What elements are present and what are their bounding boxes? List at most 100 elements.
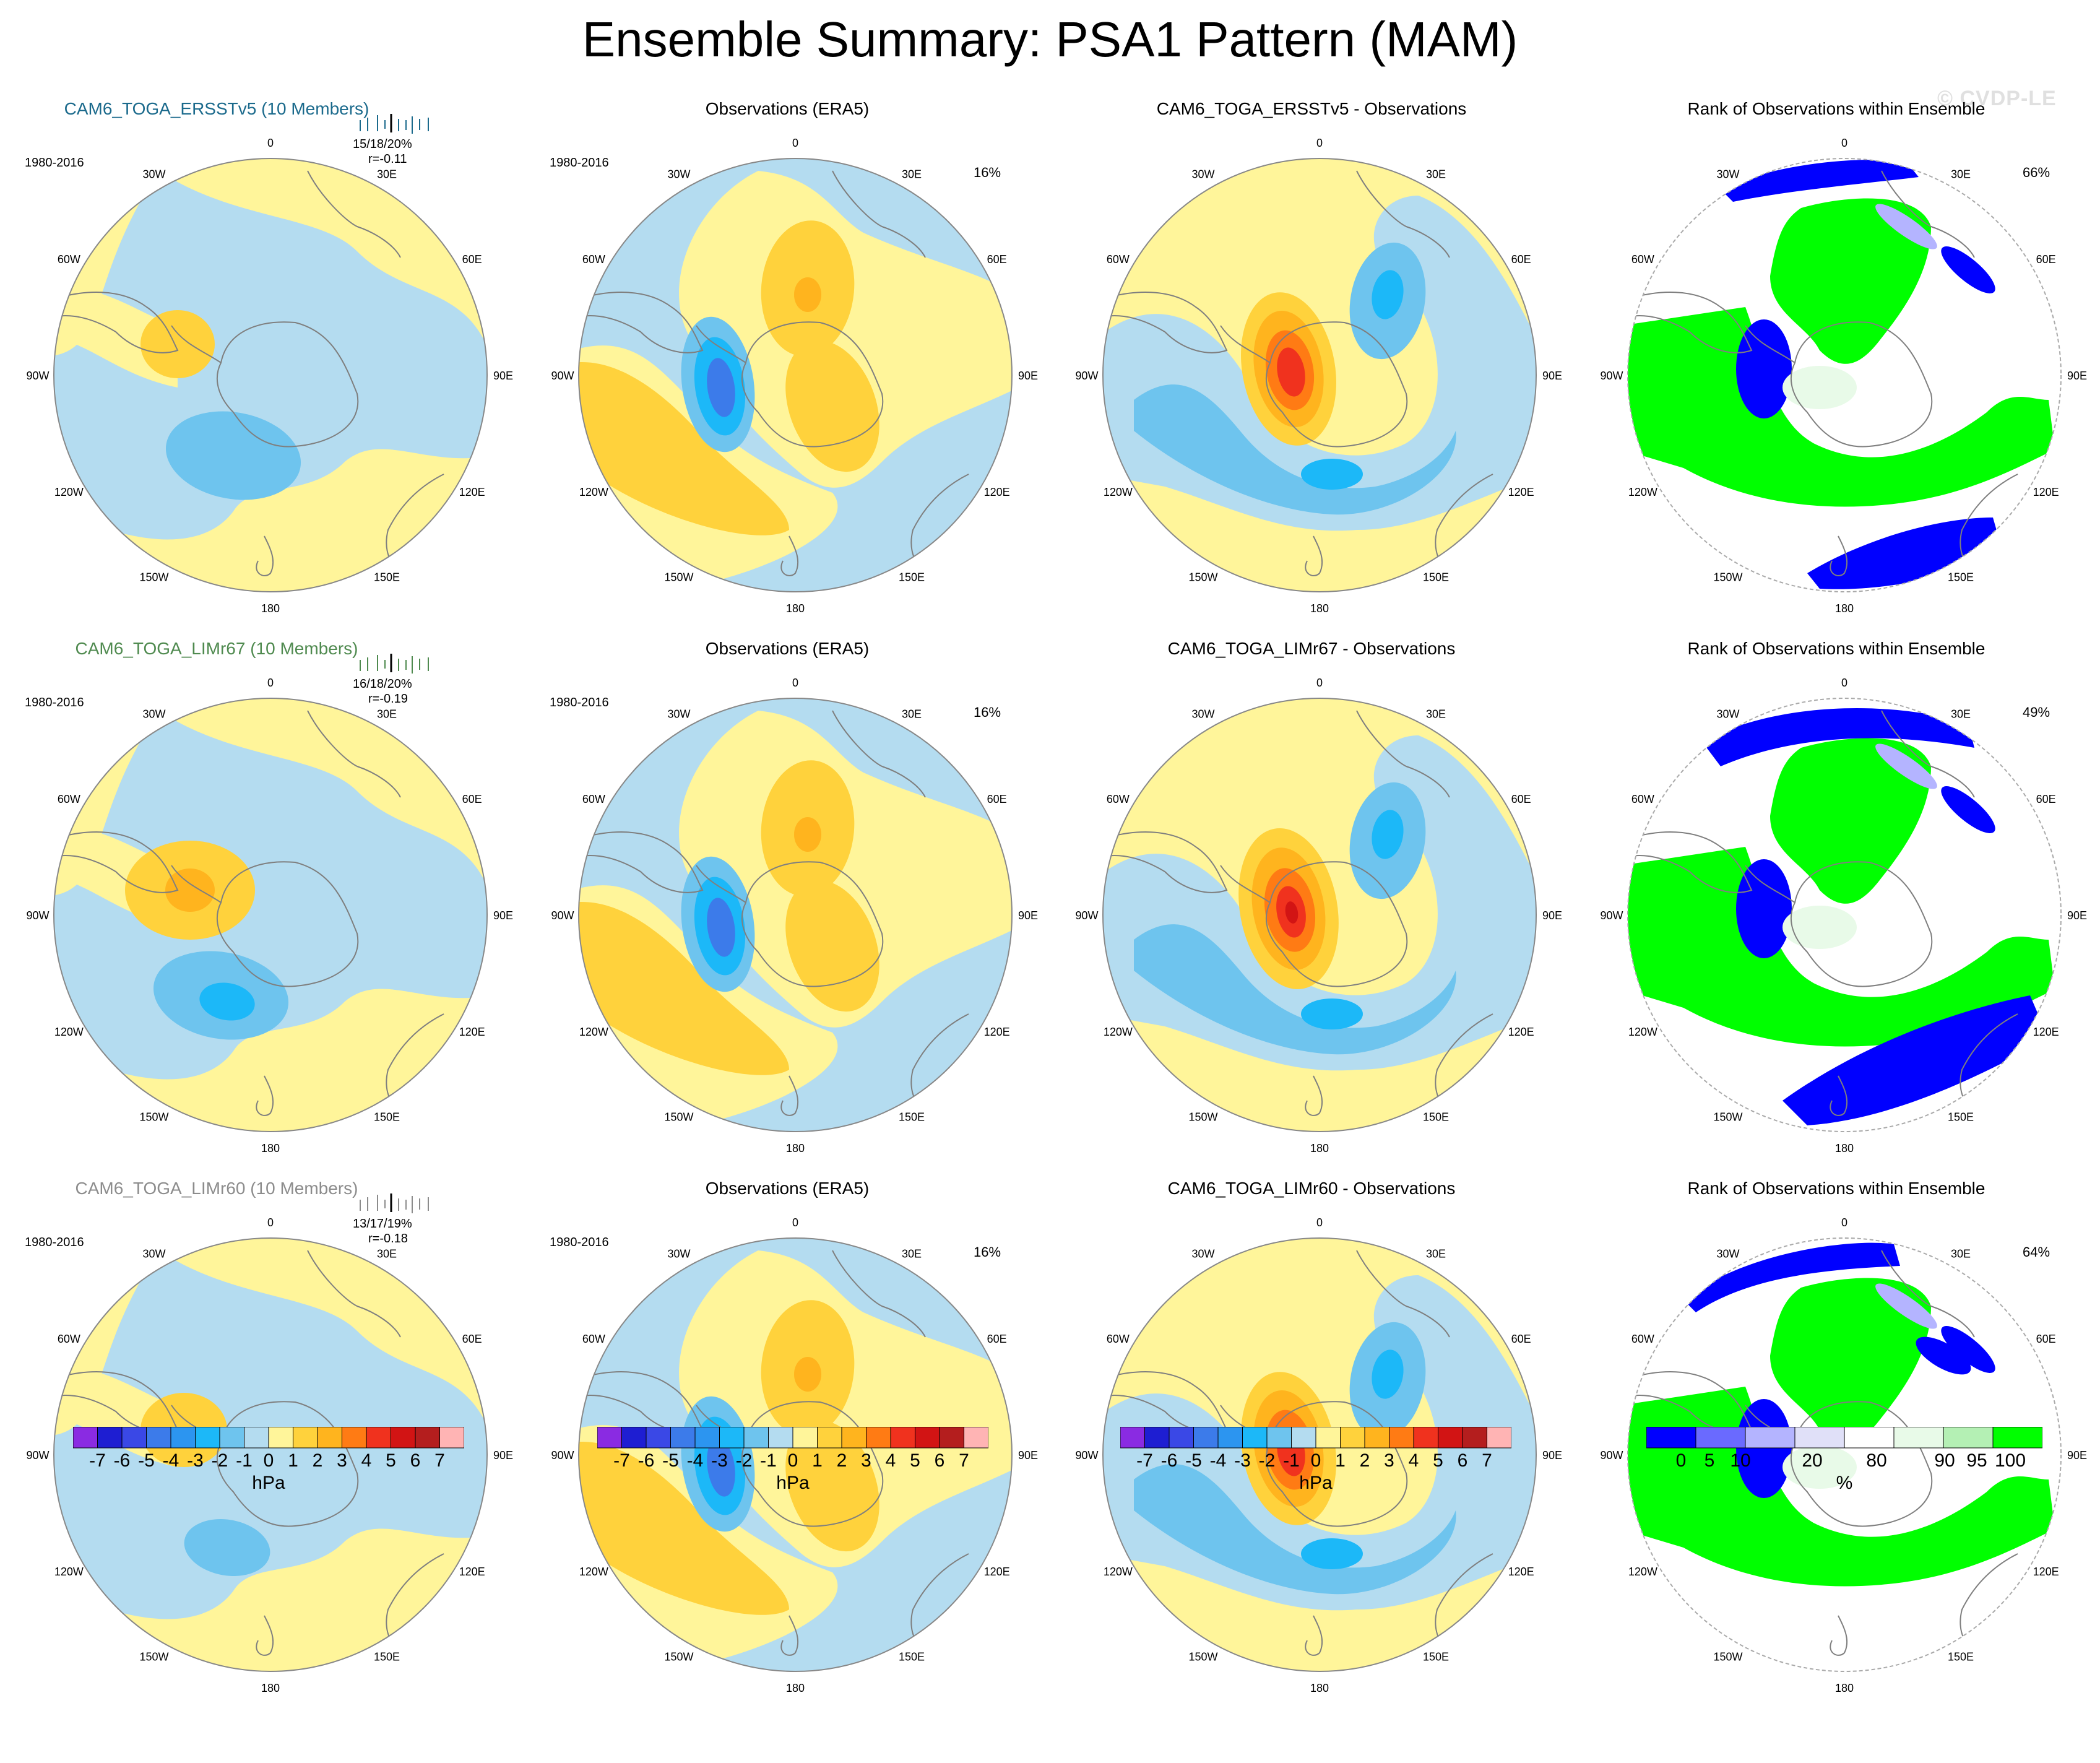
lon-label: 150W: [139, 1651, 168, 1663]
colorbar-box: [1315, 1426, 1341, 1449]
rank-green-arc: [1628, 307, 2055, 507]
lon-label: 120W: [579, 486, 608, 498]
lon-label: 90E: [493, 370, 513, 382]
lon-label: 60W: [582, 793, 605, 805]
colorbar-label: 7: [959, 1450, 969, 1471]
lon-label: 0: [1316, 1216, 1323, 1229]
lon-label: 180: [1835, 1142, 1854, 1154]
colorbar-box: [939, 1426, 964, 1449]
colorbar-label: -2: [211, 1450, 228, 1471]
colorbar-label: 95: [1966, 1450, 1987, 1471]
positive-center-indian: [785, 340, 879, 472]
lon-label: 30W: [1191, 168, 1214, 180]
lon-label: 120E: [459, 1566, 485, 1578]
colorbar-box: [415, 1426, 440, 1449]
colorbar-box: [890, 1426, 915, 1449]
south-america-coast: [1628, 292, 1753, 353]
lon-label: 150W: [1188, 571, 1217, 584]
map-border: [53, 698, 488, 1132]
lon-label: 150W: [664, 1651, 693, 1663]
colorbar-label: 5: [1704, 1450, 1715, 1471]
positive-core-atlantic: [794, 277, 821, 312]
rank-map: 0 30E 60E 90E 120E 150E 180 150W 120W 90W 60W 30W: [1600, 1216, 2087, 1694]
map-border: [1627, 1237, 2062, 1672]
lon-label: 60W: [1631, 253, 1654, 266]
new-zealand-coast: [780, 1075, 799, 1116]
colorbar-box: [817, 1426, 842, 1449]
model-panel-2: 0 30E 60E 90E 120E 150E 180 150W 120W 90W 60W 30W CA…: [0, 639, 525, 1177]
colorbar-box: [1462, 1426, 1487, 1449]
positive-center-pacific: [579, 902, 789, 1075]
south-america-coast: [1628, 831, 1753, 893]
obs-title: Observations (ERA5): [705, 639, 870, 658]
colorbar-label: -7: [613, 1450, 630, 1471]
colorbar-box: [964, 1426, 989, 1449]
africa-coast: [1356, 170, 1450, 258]
colorbar-label: 0: [1675, 1450, 1687, 1471]
lon-label: 180: [1310, 602, 1329, 615]
correlation: r=-0.18: [368, 1232, 408, 1245]
lon-label: 120E: [2033, 1026, 2059, 1038]
period-label: 1980-2016: [550, 696, 609, 709]
south-america-coast: [1103, 292, 1228, 353]
lon-label: 120W: [54, 1026, 84, 1038]
obs-map: 0 30E 60E 90E 120E 150E 180 150W 120W 90W 60W 30W: [551, 137, 1038, 615]
period-label: 1980-2016: [550, 1236, 609, 1249]
lon-label: 90W: [26, 1449, 49, 1462]
field-layer: [1103, 158, 1536, 592]
map-border: [1102, 158, 1537, 592]
diff-title: CAM6_TOGA_ERSSTv5 - Observations: [1156, 99, 1467, 118]
lon-label: 0: [267, 1216, 274, 1229]
colorbar-label: 3: [861, 1450, 871, 1471]
colorbar-label: -7: [1136, 1450, 1153, 1471]
negative-center: [184, 1519, 270, 1576]
obs-map: 0 30E 60E 90E 120E 150E 180 150W 120W 90W 60W 30W: [551, 677, 1038, 1154]
colorbar-box: [1844, 1426, 1895, 1449]
lon-label: 90E: [1018, 909, 1038, 922]
obs-title: Observations (ERA5): [705, 99, 870, 118]
lon-label: 90E: [1542, 1449, 1562, 1462]
lon-label: 120E: [984, 1026, 1010, 1038]
antarctic-peninsula: [1220, 325, 1271, 363]
lon-label: 30E: [1426, 708, 1446, 720]
lon-label: 60E: [462, 253, 482, 266]
colorbar-box: [1217, 1426, 1243, 1449]
correlation: r=-0.11: [368, 152, 407, 166]
colorbar-boxes: [72, 1426, 465, 1449]
colorbar-unit: hPa: [1299, 1473, 1333, 1493]
colorbar-label: 1: [1335, 1450, 1346, 1471]
lon-label: 30W: [1191, 708, 1214, 720]
lon-label: 60E: [1511, 793, 1531, 805]
model-map: 0 30E 60E 90E 120E 150E 180 150W 120W 90W 60W 30W: [26, 137, 513, 615]
lon-label: 120E: [1508, 1566, 1534, 1578]
lon-label: 180: [786, 602, 805, 615]
colorbar-label: 5: [1433, 1450, 1443, 1471]
negative-core-pacific: [1301, 459, 1363, 490]
lon-label: 30E: [1951, 168, 1971, 180]
lon-label: 30E: [902, 708, 922, 720]
lon-label: 150E: [1948, 1651, 1974, 1663]
lon-label: 90W: [551, 1449, 574, 1462]
lon-label: 60E: [462, 1333, 482, 1345]
colorbar-box: [1193, 1426, 1219, 1449]
lon-label: 60E: [1511, 253, 1531, 266]
colorbar-box: [1413, 1426, 1438, 1449]
diff-panel-2: 0 30E 60E 90E 120E 150E 180 150W 120W 90W 60W 30W CA…: [1049, 639, 1574, 1177]
colorbar-label: 4: [885, 1450, 896, 1471]
new-zealand-coast: [1830, 1615, 1848, 1656]
lon-label: 90E: [2067, 370, 2087, 382]
new-zealand-coast: [1305, 1615, 1323, 1656]
lon-label: 120E: [984, 486, 1010, 498]
lon-label: 90W: [26, 909, 49, 922]
negative-core: [707, 1437, 735, 1497]
negative-core-atlantic: [1372, 810, 1404, 859]
colorbar-label: 5: [386, 1450, 396, 1471]
negative-core-atlantic: [1372, 270, 1404, 319]
colorbar-label: -1: [760, 1450, 777, 1471]
diff-panel-3: 0 30E 60E 90E 120E 150E 180 150W 120W 90W 60W 30W CA…: [1049, 1179, 1574, 1717]
colorbar-box: [1646, 1426, 1696, 1449]
lon-label: 60E: [987, 793, 1007, 805]
colorbar-box: [195, 1426, 220, 1449]
map-border: [578, 158, 1013, 592]
colorbar-label: 2: [1359, 1450, 1370, 1471]
